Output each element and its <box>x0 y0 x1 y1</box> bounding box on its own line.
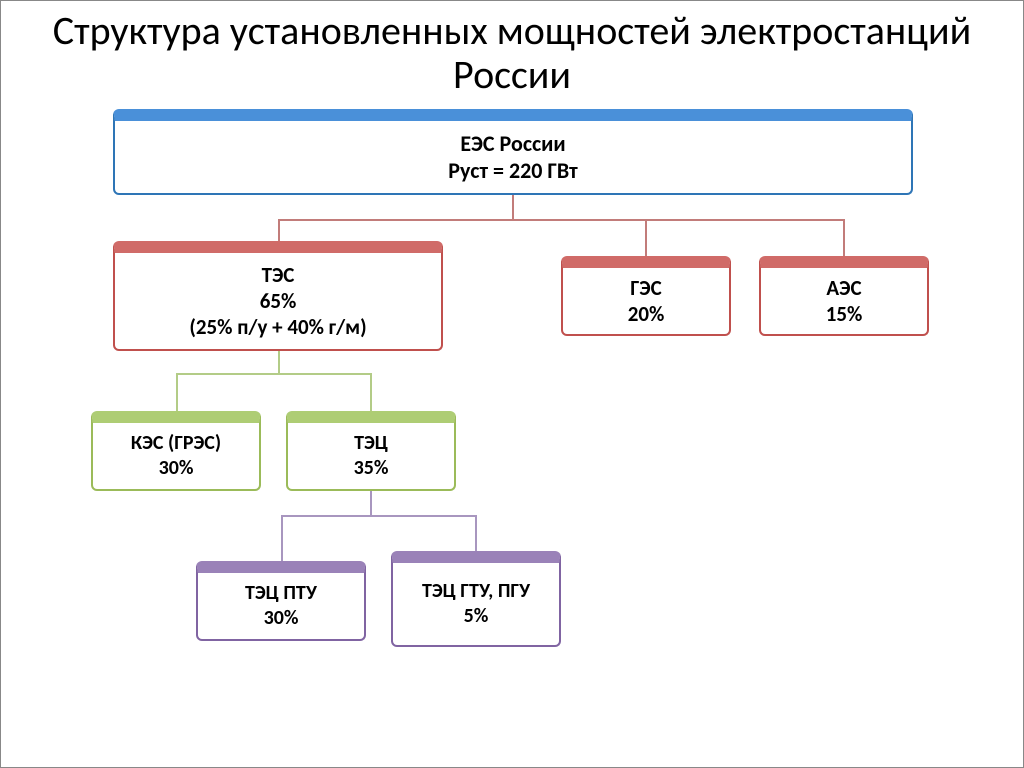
slide-container: Структура установленных мощностей электр… <box>0 0 1024 768</box>
connector <box>370 491 372 515</box>
node-label: ГЭС 20% <box>561 256 731 336</box>
node-label: АЭС 15% <box>759 256 929 336</box>
node-label: ТЭС 65% (25% п/у + 40% г/м) <box>113 241 443 351</box>
connector <box>370 373 372 411</box>
node-label: ЕЭС России Руст = 220 ГВт <box>113 109 913 195</box>
node-tec-ptu: ТЭЦ ПТУ 30% <box>196 561 366 641</box>
connector <box>278 219 280 241</box>
node-aes: АЭС 15% <box>759 256 929 336</box>
node-tec: ТЭЦ 35% <box>286 411 456 491</box>
slide-title: Структура установленных мощностей электр… <box>1 1 1023 101</box>
node-root: ЕЭС России Руст = 220 ГВт <box>113 109 913 195</box>
org-diagram: ЕЭС России Руст = 220 ГВт ТЭС 65% (25% п… <box>1 101 1023 741</box>
connector <box>645 219 647 256</box>
node-label: ТЭЦ ПТУ 30% <box>196 561 366 641</box>
node-kes: КЭС (ГРЭС) 30% <box>91 411 261 491</box>
connector <box>281 515 477 517</box>
connector <box>176 373 178 411</box>
node-label: ТЭЦ 35% <box>286 411 456 491</box>
node-ges: ГЭС 20% <box>561 256 731 336</box>
connector <box>281 515 283 561</box>
node-label: КЭС (ГРЭС) 30% <box>91 411 261 491</box>
connector <box>278 219 845 221</box>
connector <box>176 373 372 375</box>
connector <box>512 195 514 219</box>
connector <box>475 515 477 551</box>
node-tes: ТЭС 65% (25% п/у + 40% г/м) <box>113 241 443 351</box>
node-tec-gtu: ТЭЦ ГТУ, ПГУ 5% <box>391 551 561 647</box>
node-label: ТЭЦ ГТУ, ПГУ 5% <box>391 551 561 647</box>
connector <box>278 351 280 373</box>
connector <box>843 219 845 256</box>
